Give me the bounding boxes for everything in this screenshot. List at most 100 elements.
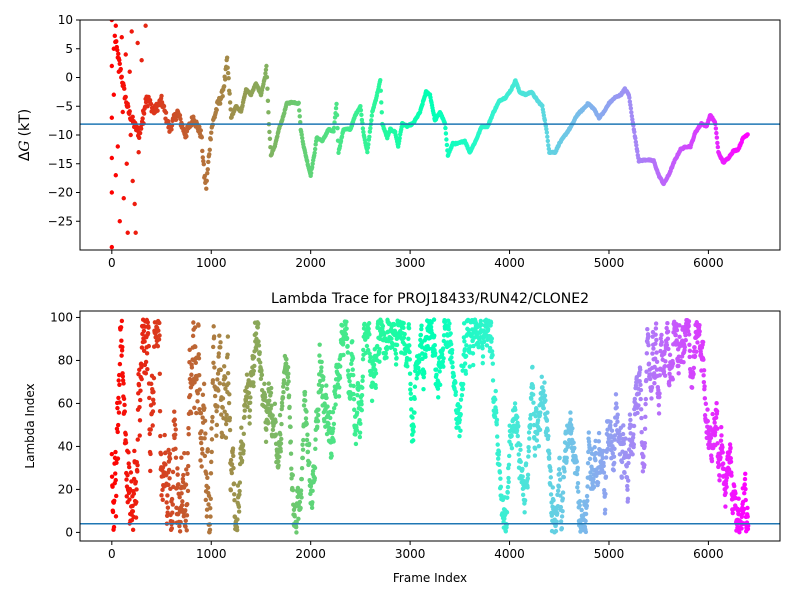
- lambda-point: [646, 342, 651, 348]
- lambda-point: [229, 470, 234, 476]
- lambda-point: [724, 475, 730, 480]
- lambda-point: [481, 339, 487, 345]
- delta-g-point: [628, 106, 634, 111]
- lambda-point: [498, 476, 503, 481]
- lambda-point: [202, 453, 208, 459]
- lambda-point: [651, 346, 656, 351]
- delta-g-point: [264, 75, 270, 80]
- delta-g-point: [225, 70, 231, 76]
- lambda-point: [136, 383, 142, 388]
- lambda-point: [210, 344, 216, 350]
- lambda-point: [409, 407, 414, 412]
- lambda-point: [741, 510, 746, 515]
- lambda-point: [183, 508, 188, 513]
- lambda-point: [566, 441, 571, 447]
- lambda-point: [215, 377, 220, 382]
- lambda-point: [522, 510, 527, 515]
- lambda-point: [307, 460, 312, 465]
- lambda-point: [162, 432, 167, 438]
- lambda-point: [476, 344, 481, 350]
- lambda-point: [654, 350, 659, 355]
- lambda-point: [493, 397, 498, 402]
- lambda-point: [642, 426, 648, 432]
- lambda-point: [717, 478, 722, 483]
- lambda-point: [145, 331, 151, 336]
- lambda-point: [278, 449, 283, 454]
- delta-g-ylabel-symbol: Δ: [17, 151, 33, 161]
- lambda-point: [354, 410, 360, 415]
- lambda-point: [183, 524, 188, 529]
- lambda-point: [203, 431, 208, 436]
- lambda-point: [310, 468, 316, 474]
- lambda-point: [214, 433, 219, 438]
- lambda-point: [288, 451, 294, 456]
- delta-g-point: [378, 77, 383, 83]
- lambda-point: [139, 376, 144, 382]
- lambda-point: [204, 471, 209, 477]
- lambda-point: [277, 454, 282, 460]
- lambda-point: [577, 498, 583, 504]
- lambda-point: [151, 401, 156, 406]
- lambda-point: [419, 326, 424, 332]
- lambda-point: [141, 328, 147, 334]
- lambda-point: [676, 354, 682, 359]
- lambda-point: [687, 342, 692, 347]
- lambda-point: [228, 488, 234, 493]
- delta-g-point: [379, 110, 384, 115]
- lambda-point: [439, 352, 445, 357]
- lambda-point: [429, 320, 434, 325]
- lambda-point: [742, 490, 747, 496]
- lambda-point: [463, 353, 469, 359]
- lambda-point: [351, 372, 356, 378]
- lambda-point: [185, 488, 191, 494]
- lambda-point: [175, 472, 180, 477]
- lambda-point: [407, 343, 412, 348]
- lambda-point: [487, 345, 493, 351]
- lambda-point: [642, 440, 648, 446]
- lambda-point: [407, 349, 412, 355]
- lambda-point: [142, 339, 147, 344]
- lambda-point: [422, 371, 427, 376]
- lambda-point: [536, 443, 542, 449]
- lambda-point: [447, 321, 452, 326]
- lambda-point: [344, 319, 349, 325]
- lambda-point: [729, 473, 734, 478]
- lambda-point: [402, 342, 407, 347]
- lambda-point: [237, 488, 242, 494]
- lambda-point: [702, 384, 707, 389]
- lambda-point: [144, 351, 150, 356]
- lambda-point: [659, 332, 664, 338]
- lambda-point: [251, 368, 257, 374]
- delta-g-point: [378, 88, 383, 93]
- lambda-point: [662, 373, 668, 378]
- lambda-point: [113, 477, 118, 483]
- lambda-point: [560, 490, 566, 495]
- delta-g-point: [115, 144, 120, 149]
- lambda-point: [497, 470, 503, 475]
- lambda-point: [292, 514, 297, 519]
- lambda-point: [449, 347, 455, 353]
- lambda-point: [196, 356, 202, 361]
- lambda-point: [377, 346, 382, 352]
- lambda-point: [666, 346, 671, 352]
- lambda-point: [196, 352, 201, 357]
- delta-g-point: [120, 109, 125, 115]
- lambda-point: [643, 414, 648, 420]
- lambda-point: [664, 342, 670, 348]
- lambda-point: [197, 373, 202, 378]
- lambda-point: [702, 396, 708, 401]
- delta-g-point: [181, 126, 187, 132]
- lambda-point: [170, 510, 175, 515]
- lambda-point: [115, 405, 120, 411]
- lambda-point: [206, 502, 211, 507]
- lambda-point: [268, 390, 274, 396]
- lambda-point: [247, 408, 253, 413]
- lambda-point: [130, 509, 136, 514]
- lambda-point: [137, 433, 142, 438]
- lambda-point: [558, 504, 564, 510]
- delta-g-point: [268, 145, 273, 150]
- lambda-point: [635, 410, 640, 416]
- lambda-point: [257, 360, 263, 365]
- lambda-point: [313, 446, 318, 452]
- lambda-point: [265, 421, 271, 426]
